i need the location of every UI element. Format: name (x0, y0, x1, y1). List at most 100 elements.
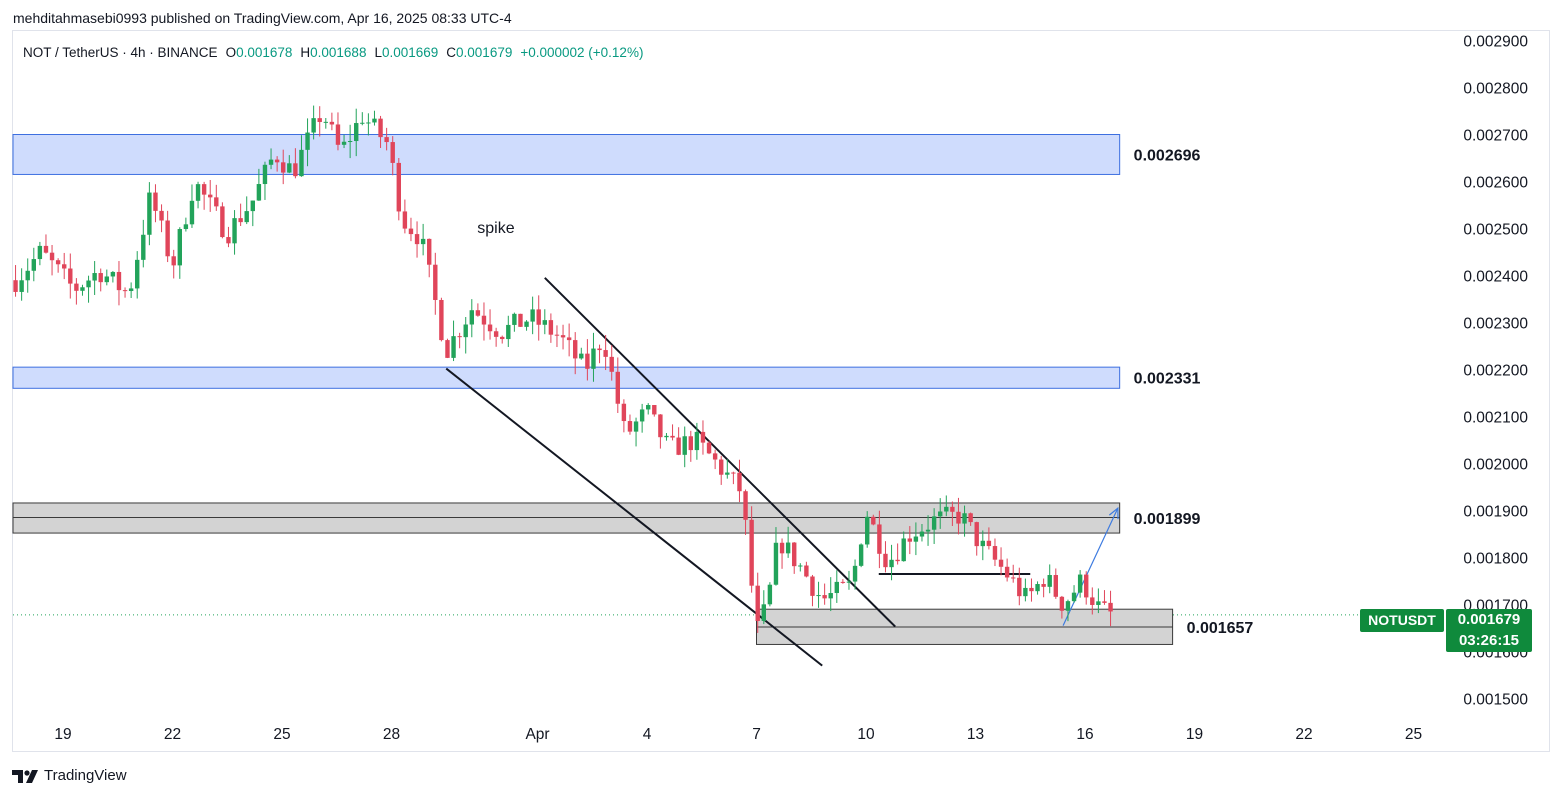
candle-body (1053, 575, 1058, 597)
zone-1 (12, 134, 1121, 175)
candle-body (147, 192, 152, 235)
candle-body (469, 310, 474, 325)
candle-body (603, 350, 608, 357)
candle-body (743, 491, 748, 520)
x-tick-label: 16 (1076, 726, 1093, 743)
candle-body (396, 162, 401, 212)
candle-body (329, 121, 335, 125)
symbol-legend: NOT / TetherUS · 4h · BINANCE O0.001678 H0… (23, 45, 643, 60)
candle-body (141, 234, 146, 260)
y-tick-label: 0.002300 (1463, 316, 1528, 333)
candle-body (43, 245, 49, 253)
candle-body (1084, 574, 1089, 598)
x-tick-label: 28 (383, 726, 400, 743)
candle-body (798, 565, 803, 567)
x-tick-label: 25 (1405, 726, 1422, 743)
tradingview-brand[interactable]: TradingView (12, 767, 127, 784)
x-tick-label: 22 (164, 726, 181, 743)
candle-body (682, 436, 687, 455)
publish-credit: mehditahmasebi0993 published on TradingV… (13, 10, 512, 26)
zone-label-3: 0.001899 (1134, 511, 1201, 528)
last-price-badge: 0.001679 03:26:15 (1446, 609, 1532, 652)
y-tick-label: 0.002100 (1463, 410, 1528, 427)
zone-label-2: 0.002331 (1134, 371, 1201, 388)
candle-body (481, 315, 487, 325)
legend-high-label: H (300, 45, 311, 60)
candle-body (609, 356, 614, 372)
candle-body (962, 513, 967, 524)
projection-arrow-head (1108, 506, 1119, 520)
candle-body (1102, 601, 1107, 603)
x-tick-label: 22 (1295, 726, 1312, 743)
candle-body (366, 122, 371, 124)
candle-body (664, 435, 669, 438)
candle-body (566, 337, 572, 341)
candle-body (487, 324, 493, 332)
candle-body (1023, 587, 1028, 597)
candle-body (128, 288, 134, 292)
candle-body (646, 405, 651, 410)
candle-body (925, 529, 931, 532)
candle-body (238, 218, 243, 223)
candle-body (506, 324, 511, 340)
labels-layer: 0.002696 0.002331 0.001899 0.001657 spike (477, 147, 1253, 636)
candle-body (116, 271, 122, 291)
candle-body (110, 271, 116, 277)
candle-body (810, 576, 815, 596)
candle-body (560, 335, 566, 338)
candle-body (706, 442, 712, 454)
candle-body (816, 595, 821, 597)
candle-body (548, 320, 554, 335)
candle-body (1059, 596, 1065, 611)
candle-body (621, 403, 627, 422)
last-price-value: 0.001679 (1457, 611, 1521, 628)
zone-2 (12, 366, 1121, 389)
candle-body (25, 270, 30, 281)
brand-name: TradingView (44, 767, 127, 784)
candle-body (633, 421, 639, 432)
candle-body (871, 516, 876, 525)
candle-body (80, 287, 85, 291)
candle-body (779, 542, 785, 554)
candle-body (1029, 587, 1034, 592)
candle-body (62, 264, 67, 269)
legend-high: 0.001688 (310, 45, 367, 60)
x-tick-label: 19 (1186, 726, 1203, 743)
y-tick-label: 0.002000 (1463, 457, 1528, 474)
candle-body (913, 536, 919, 542)
legend-open-label: O (225, 45, 237, 60)
candle-body (694, 431, 700, 451)
candle-body (956, 511, 961, 524)
x-tick-label: 7 (752, 726, 761, 743)
candle-body (250, 200, 255, 212)
candle-body (153, 192, 158, 211)
candle-body (1077, 574, 1083, 593)
x-tick-label: 4 (643, 726, 652, 743)
candle-body (688, 436, 693, 451)
legend-open: 0.001678 (236, 45, 293, 60)
candle-body (55, 260, 61, 265)
candle-body (889, 559, 894, 568)
candle-body (579, 353, 584, 359)
y-tick-label: 0.002900 (1463, 34, 1528, 51)
candle-body (390, 142, 395, 163)
candle-body (1017, 577, 1022, 597)
candle-body (445, 340, 450, 358)
candle-body (731, 472, 736, 474)
candle-body (901, 538, 906, 562)
bar-countdown: 03:26:15 (1458, 632, 1520, 649)
candle-body (652, 405, 657, 415)
candle-body (950, 506, 955, 512)
legend-low-label: L (374, 45, 382, 60)
candle-body (980, 540, 985, 547)
candle-body (281, 162, 286, 173)
candle-body (840, 581, 846, 583)
candle-body (992, 546, 998, 560)
candles-layer (13, 105, 1113, 633)
axes-layer: 0.002900 0.002800 0.002700 0.002600 0.002500… (54, 34, 1528, 744)
candle-body (822, 595, 827, 599)
candle-body (299, 149, 304, 177)
candle-body (13, 280, 18, 292)
candle-body (591, 348, 596, 369)
